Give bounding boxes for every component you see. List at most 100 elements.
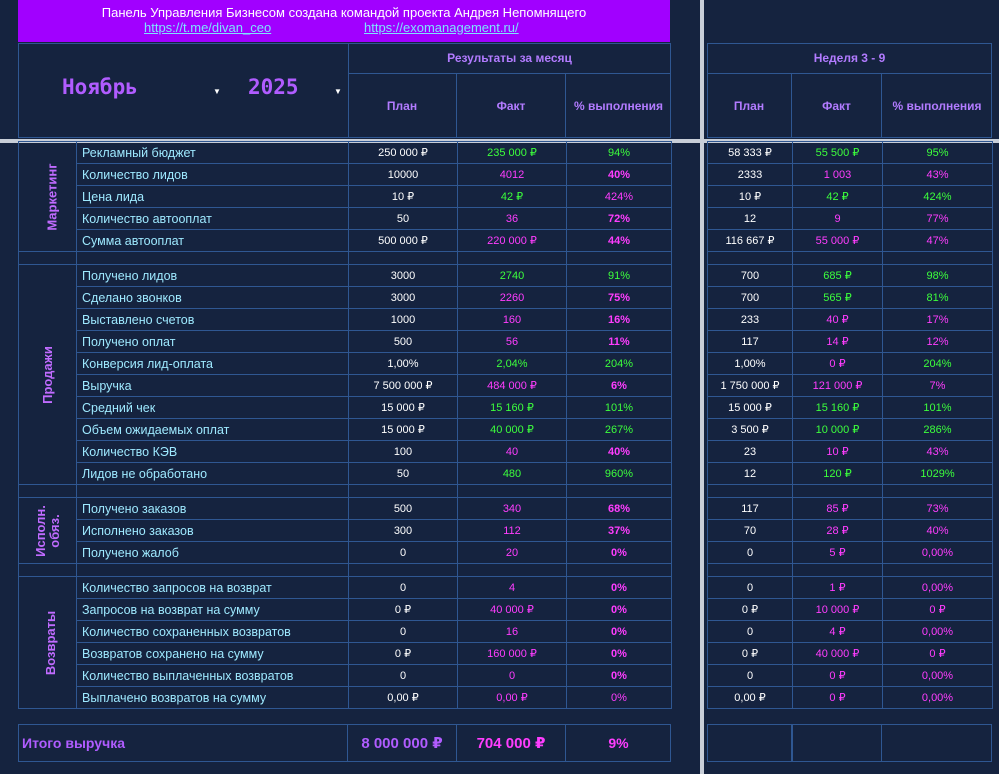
empty-cell[interactable]	[707, 563, 793, 577]
week-fact-cell[interactable]: 10 000 ₽	[792, 598, 883, 621]
week-plan-cell[interactable]: 10 ₽	[707, 185, 793, 208]
month-fact-cell[interactable]: 4	[457, 576, 567, 599]
month-plan-cell[interactable]: 300	[348, 519, 458, 542]
month-fact-cell[interactable]: 160 000 ₽	[457, 642, 567, 665]
week-plan-cell[interactable]: 23	[707, 440, 793, 463]
week-pct-cell[interactable]: 0,00%	[882, 541, 993, 564]
week-pct-cell[interactable]: 424%	[882, 185, 993, 208]
month-pct-cell[interactable]: 16%	[566, 308, 672, 331]
week-pct-cell[interactable]: 0,00%	[882, 664, 993, 687]
month-plan-cell[interactable]: 500	[348, 330, 458, 353]
month-fact-cell[interactable]: 36	[457, 207, 567, 230]
month-fact-cell[interactable]: 0	[457, 664, 567, 687]
month-plan-cell[interactable]: 0,00 ₽	[348, 686, 458, 709]
week-pct-cell[interactable]: 286%	[882, 418, 993, 441]
empty-cell[interactable]	[76, 251, 349, 265]
week-pct-cell[interactable]: 73%	[882, 497, 993, 520]
week-plan-cell[interactable]: 0 ₽	[707, 598, 793, 621]
telegram-link[interactable]: https://t.me/divan_ceo	[144, 20, 272, 35]
empty-cell[interactable]	[707, 251, 793, 265]
week-pct-cell[interactable]: 0,00%	[882, 620, 993, 643]
week-fact-cell[interactable]: 42 ₽	[792, 185, 883, 208]
month-plan-cell[interactable]: 15 000 ₽	[348, 396, 458, 419]
week-pct-cell[interactable]: 204%	[882, 352, 993, 375]
week-pct-cell[interactable]: 12%	[882, 330, 993, 353]
week-pct-cell[interactable]: 95%	[882, 141, 993, 164]
month-dropdown-icon[interactable]: ▼	[213, 87, 221, 96]
week-fact-cell[interactable]: 0 ₽	[792, 352, 883, 375]
week-plan-cell[interactable]: 3 500 ₽	[707, 418, 793, 441]
year-dropdown-icon[interactable]: ▼	[334, 87, 342, 96]
month-pct-cell[interactable]: 91%	[566, 264, 672, 287]
empty-cell[interactable]	[348, 251, 458, 265]
week-fact-cell[interactable]: 10 000 ₽	[792, 418, 883, 441]
month-plan-cell[interactable]: 3000	[348, 286, 458, 309]
month-plan-cell[interactable]: 1000	[348, 308, 458, 331]
month-fact-cell[interactable]: 56	[457, 330, 567, 353]
week-pct-cell[interactable]: 101%	[882, 396, 993, 419]
empty-cell[interactable]	[882, 484, 993, 498]
week-pct-cell[interactable]: 98%	[882, 264, 993, 287]
week-fact-cell[interactable]: 55 500 ₽	[792, 141, 883, 164]
empty-cell[interactable]	[18, 563, 77, 577]
month-pct-cell[interactable]: 94%	[566, 141, 672, 164]
week-pct-cell[interactable]: 17%	[882, 308, 993, 331]
month-plan-cell[interactable]: 10 ₽	[348, 185, 458, 208]
month-plan-cell[interactable]: 0	[348, 664, 458, 687]
empty-cell[interactable]	[348, 484, 458, 498]
month-fact-cell[interactable]: 112	[457, 519, 567, 542]
month-fact-cell[interactable]: 480	[457, 462, 567, 485]
week-plan-cell[interactable]: 12	[707, 462, 793, 485]
week-pct-cell[interactable]: 81%	[882, 286, 993, 309]
month-pct-cell[interactable]: 37%	[566, 519, 672, 542]
week-plan-cell[interactable]: 700	[707, 264, 793, 287]
week-pct-cell[interactable]: 0,00%	[882, 686, 993, 709]
month-pct-cell[interactable]: 424%	[566, 185, 672, 208]
month-pct-cell[interactable]: 0%	[566, 576, 672, 599]
week-fact-cell[interactable]: 28 ₽	[792, 519, 883, 542]
week-pct-cell[interactable]: 40%	[882, 519, 993, 542]
empty-cell[interactable]	[566, 484, 672, 498]
month-pct-cell[interactable]: 0%	[566, 686, 672, 709]
week-plan-cell[interactable]: 12	[707, 207, 793, 230]
month-plan-cell[interactable]: 500	[348, 497, 458, 520]
week-fact-cell[interactable]: 1 003	[792, 163, 883, 186]
month-select[interactable]: Ноябрь	[62, 75, 138, 99]
week-fact-cell[interactable]: 685 ₽	[792, 264, 883, 287]
week-plan-cell[interactable]: 700	[707, 286, 793, 309]
week-pct-cell[interactable]: 47%	[882, 229, 993, 252]
empty-cell[interactable]	[348, 563, 458, 577]
month-plan-cell[interactable]: 7 500 000 ₽	[348, 374, 458, 397]
month-plan-cell[interactable]: 250 000 ₽	[348, 141, 458, 164]
month-plan-cell[interactable]: 0 ₽	[348, 642, 458, 665]
empty-cell[interactable]	[707, 484, 793, 498]
month-plan-cell[interactable]: 0	[348, 576, 458, 599]
month-fact-cell[interactable]: 2740	[457, 264, 567, 287]
empty-cell[interactable]	[76, 484, 349, 498]
month-fact-cell[interactable]: 340	[457, 497, 567, 520]
month-plan-cell[interactable]: 10000	[348, 163, 458, 186]
month-pct-cell[interactable]: 75%	[566, 286, 672, 309]
week-pct-cell[interactable]: 7%	[882, 374, 993, 397]
empty-cell[interactable]	[792, 563, 883, 577]
month-fact-cell[interactable]: 0,00 ₽	[457, 686, 567, 709]
month-fact-cell[interactable]: 484 000 ₽	[457, 374, 567, 397]
week-plan-cell[interactable]: 0 ₽	[707, 642, 793, 665]
month-fact-cell[interactable]: 235 000 ₽	[457, 141, 567, 164]
month-fact-cell[interactable]: 16	[457, 620, 567, 643]
week-fact-cell[interactable]: 121 000 ₽	[792, 374, 883, 397]
week-fact-cell[interactable]: 120 ₽	[792, 462, 883, 485]
empty-cell[interactable]	[457, 563, 567, 577]
week-pct-cell[interactable]: 0 ₽	[882, 642, 993, 665]
week-fact-cell[interactable]: 55 000 ₽	[792, 229, 883, 252]
month-pct-cell[interactable]: 101%	[566, 396, 672, 419]
empty-cell[interactable]	[76, 563, 349, 577]
month-plan-cell[interactable]: 1,00%	[348, 352, 458, 375]
month-pct-cell[interactable]: 204%	[566, 352, 672, 375]
week-plan-cell[interactable]: 1,00%	[707, 352, 793, 375]
week-plan-cell[interactable]: 117	[707, 330, 793, 353]
week-total-plan-cell[interactable]	[707, 724, 792, 762]
week-fact-cell[interactable]: 40 ₽	[792, 308, 883, 331]
month-fact-cell[interactable]: 40	[457, 440, 567, 463]
week-plan-cell[interactable]: 0	[707, 620, 793, 643]
